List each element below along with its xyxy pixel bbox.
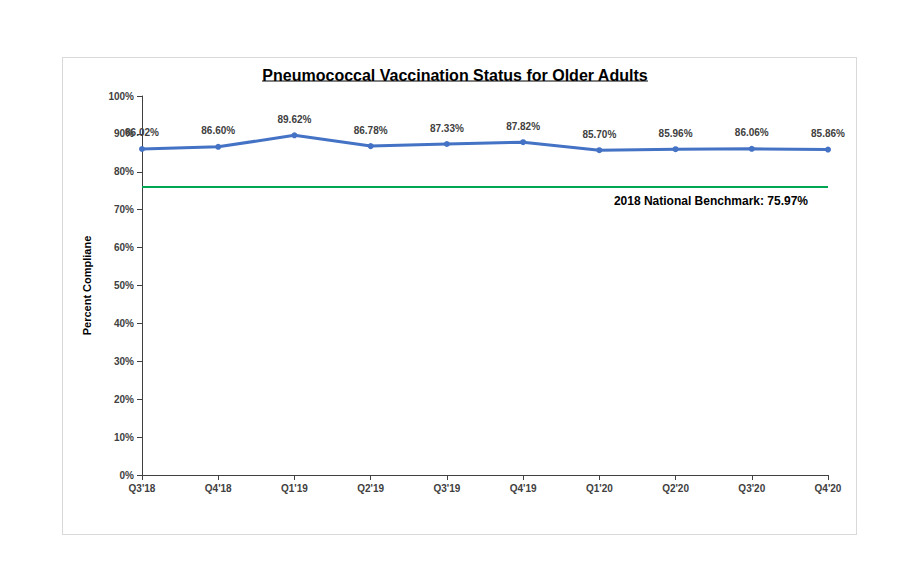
svg-text:Q1'20: Q1'20 <box>586 483 613 494</box>
svg-text:100%: 100% <box>108 91 134 102</box>
svg-text:Pneumococcal Vaccination Statu: Pneumococcal Vaccination Status for Olde… <box>262 67 647 84</box>
svg-text:0%: 0% <box>120 470 135 481</box>
svg-text:Q3'20: Q3'20 <box>738 483 765 494</box>
svg-text:86.60%: 86.60% <box>201 125 235 136</box>
svg-text:2018 National Benchmark: 75.97: 2018 National Benchmark: 75.97% <box>614 194 808 208</box>
svg-text:Q1'19: Q1'19 <box>281 483 308 494</box>
svg-text:Q2'20: Q2'20 <box>662 483 689 494</box>
svg-text:60%: 60% <box>114 242 134 253</box>
svg-text:70%: 70% <box>114 204 134 215</box>
svg-text:30%: 30% <box>114 356 134 367</box>
svg-text:80%: 80% <box>114 166 134 177</box>
svg-text:50%: 50% <box>114 280 134 291</box>
svg-text:40%: 40% <box>114 318 134 329</box>
svg-text:85.96%: 85.96% <box>659 128 693 139</box>
svg-text:Q2'19: Q2'19 <box>357 483 384 494</box>
svg-text:87.33%: 87.33% <box>430 123 464 134</box>
svg-text:86.02%: 86.02% <box>125 127 159 138</box>
svg-text:20%: 20% <box>114 394 134 405</box>
svg-text:89.62%: 89.62% <box>277 114 311 125</box>
svg-text:Q4'18: Q4'18 <box>205 483 232 494</box>
svg-text:85.86%: 85.86% <box>811 128 845 139</box>
svg-text:85.70%: 85.70% <box>582 129 616 140</box>
svg-text:10%: 10% <box>114 432 134 443</box>
svg-text:Q3'19: Q3'19 <box>433 483 460 494</box>
svg-text:Q4'20: Q4'20 <box>815 483 842 494</box>
svg-text:86.06%: 86.06% <box>735 127 769 138</box>
svg-text:86.78%: 86.78% <box>354 125 388 136</box>
svg-text:87.82%: 87.82% <box>506 121 540 132</box>
svg-text:90%: 90% <box>114 128 134 140</box>
svg-text:Q3'18: Q3'18 <box>129 483 156 494</box>
svg-text:Percent Compliane: Percent Compliane <box>81 236 93 336</box>
svg-text:Q4'19: Q4'19 <box>510 483 537 494</box>
